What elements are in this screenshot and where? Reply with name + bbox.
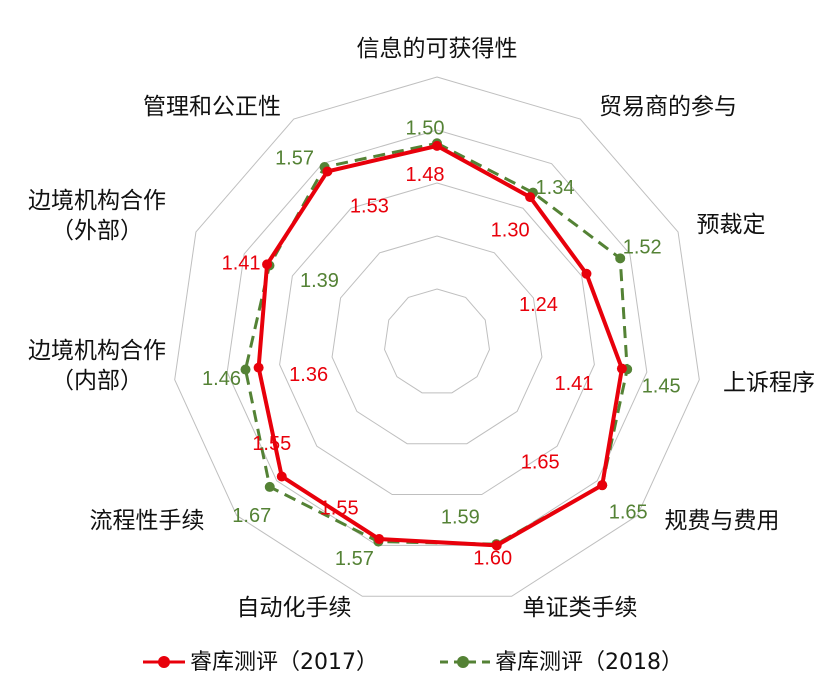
axis-label-11: 管理和公正性 xyxy=(143,94,281,120)
point-2017-3 xyxy=(581,268,592,279)
data-label-2017-7: 1.55 xyxy=(320,497,359,519)
data-label-2018-11: 1.57 xyxy=(275,147,314,169)
axis-label-4: 上诉程序 xyxy=(723,370,815,396)
point-2017-11 xyxy=(322,166,333,177)
data-label-2017-5: 1.65 xyxy=(521,451,560,473)
data-label-2017-1: 1.48 xyxy=(406,164,445,186)
grid-ring-4 xyxy=(226,129,648,546)
legend-marker-2017 xyxy=(158,656,170,668)
data-label-2017-2: 1.30 xyxy=(491,219,530,241)
chart-legend: 睿库测评（2017） 睿库测评（2018） xyxy=(143,650,683,675)
data-label-2017-4: 1.41 xyxy=(554,373,593,395)
data-label-2018-7: 1.57 xyxy=(335,548,374,570)
data-label-2018-9: 1.46 xyxy=(202,368,241,390)
point-2017-6 xyxy=(491,540,502,551)
data-label-2018-4: 1.45 xyxy=(642,376,681,398)
grid-ring-3 xyxy=(279,182,595,496)
data-label-2018-1: 1.50 xyxy=(406,118,445,140)
axis-label-8: 流程性手续 xyxy=(90,508,205,534)
axis-label-6: 单证类手续 xyxy=(523,595,638,621)
data-label-2017-11: 1.53 xyxy=(350,196,389,218)
point-2017-10 xyxy=(262,259,273,270)
point-2018-3 xyxy=(615,253,626,264)
point-2017-8 xyxy=(276,471,287,482)
legend-label-2018: 睿库测评（2018） xyxy=(495,650,683,675)
grid-ring-1 xyxy=(384,288,490,394)
axis-label-5: 规费与费用 xyxy=(665,508,780,534)
grid-ring-2 xyxy=(331,235,543,445)
point-2017-1 xyxy=(432,140,442,151)
point-2018-8 xyxy=(264,481,275,492)
axis-label-10: 边境机构合作（外部） xyxy=(28,188,166,244)
legend-label-2017: 睿库测评（2017） xyxy=(190,650,378,675)
data-label-2017-8: 1.55 xyxy=(252,433,291,455)
grid-ring-5 xyxy=(174,76,700,597)
axis-label-1: 信息的可获得性 xyxy=(357,36,518,62)
data-label-2017-10: 1.41 xyxy=(222,253,261,275)
data-label-2018-6: 1.59 xyxy=(441,506,480,528)
radar-grid xyxy=(174,76,700,597)
point-2017-5 xyxy=(597,480,608,491)
radar-value-labels: 1.50 1.34 1.52 1.45 1.65 1.59 1.57 1.67 1.46 1.39… xyxy=(202,118,681,570)
data-label-2018-5: 1.65 xyxy=(609,501,648,523)
series-line-2017 xyxy=(256,143,624,548)
radar-series xyxy=(240,138,633,551)
data-label-2017-6: 1.60 xyxy=(473,548,512,570)
legend-marker-2018 xyxy=(457,656,469,668)
data-label-2018-2: 1.34 xyxy=(536,177,575,199)
point-2017-4 xyxy=(616,363,627,374)
axis-label-9: 边境机构合作（内部） xyxy=(28,338,166,394)
series-line-2018 xyxy=(244,141,629,546)
axis-label-2: 贸易商的参与 xyxy=(599,94,737,120)
point-2017-9 xyxy=(253,362,264,373)
point-2017-7 xyxy=(374,534,385,545)
data-label-2018-10: 1.39 xyxy=(300,270,339,292)
data-label-2018-8: 1.67 xyxy=(232,505,271,527)
point-2017-2 xyxy=(525,192,536,203)
axis-label-3: 预裁定 xyxy=(697,212,766,238)
data-label-2017-3: 1.24 xyxy=(519,294,558,316)
data-label-2017-9: 1.36 xyxy=(289,364,328,386)
axis-label-7: 自动化手续 xyxy=(237,595,352,621)
data-label-2018-3: 1.52 xyxy=(623,237,662,259)
point-2018-9 xyxy=(240,364,251,375)
